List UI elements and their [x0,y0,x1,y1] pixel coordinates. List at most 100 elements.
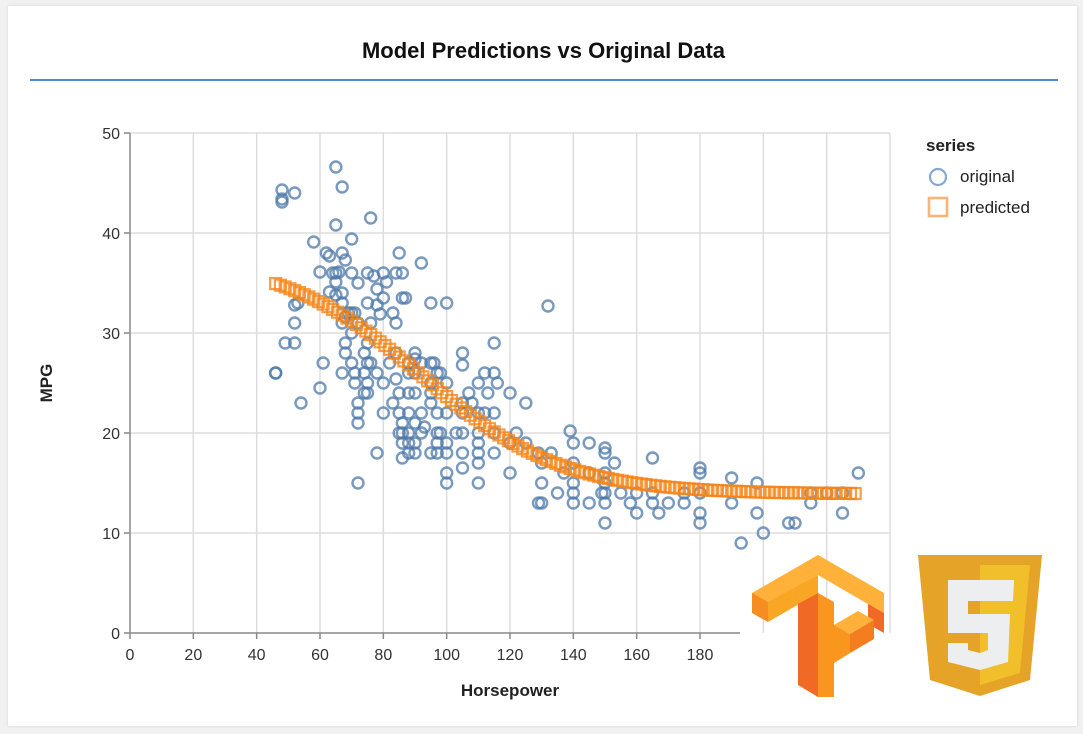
data-point-original [386,396,400,410]
data-point-original [598,441,612,455]
data-point-original [329,288,343,302]
data-point-original [677,496,691,510]
data-point-original [534,476,549,490]
predicted-series [269,276,862,501]
data-point-original [370,446,384,460]
data-point-original [487,406,501,420]
data-point-original [360,386,375,400]
data-point-original [430,406,444,420]
data-point-original [582,496,596,510]
data-point-original [376,376,391,390]
y-tick-label: 50 [102,126,120,143]
x-tick-label: 0 [126,647,135,664]
data-point-original [614,486,628,500]
data-point-original [424,296,438,310]
data-point-original [433,426,448,440]
data-point-original [645,496,660,510]
data-point-original [519,396,533,410]
data-point-original [750,506,764,520]
data-point-original [541,299,555,313]
data-point-original [344,232,359,246]
x-tick-label: 140 [560,647,587,664]
data-point-original [338,253,353,267]
data-point-original [503,386,517,400]
data-point-original [455,346,470,360]
data-point-original [332,265,346,279]
axes: 0 20 40 60 80 100 120 140 160 180 0 10 20 30 40 50 [102,126,740,664]
legend: series original predicted [926,136,1030,218]
data-point-original [363,211,378,225]
x-tick-label: 60 [311,647,329,664]
data-point-original [439,436,454,450]
data-point-original [734,536,748,550]
data-point-original [278,336,292,350]
data-point-original [455,461,470,475]
data-point-original [439,296,454,310]
y-tick-label: 20 [102,426,120,443]
data-point-original [306,235,321,249]
data-point-original [408,446,422,460]
data-point-original [756,526,771,540]
data-point-original [487,446,501,460]
data-point-original [598,516,612,530]
data-point-original [693,516,707,530]
data-point-original [534,496,549,510]
data-point-original [490,376,505,390]
data-point-original [550,486,565,500]
data-point-original [389,266,403,280]
data-point-original [344,266,359,280]
data-point-original [335,286,349,300]
chart-title: Model Predictions vs Original Data [361,38,726,63]
tensorflow-logo [752,555,884,697]
data-point-original [316,356,330,370]
data-point-original [376,406,391,420]
data-point-original [424,446,438,460]
data-point-original [471,476,486,490]
data-point-original [566,436,581,450]
data-point-original [582,436,596,450]
data-point-original [661,496,676,510]
data-point-original [275,195,289,209]
data-point-original [414,406,429,420]
data-point-original [781,516,796,530]
data-point-original [379,275,394,289]
y-tick-label: 40 [102,226,120,243]
x-axis-label: Horsepower [461,681,560,700]
data-point-original [693,461,707,475]
legend-label-original: original [960,167,1015,186]
data-point-original [455,358,470,372]
data-point-original [389,316,403,330]
data-point-original [724,471,739,485]
data-point-original [652,506,666,520]
legend-circle-icon [928,167,948,187]
data-point-original [376,291,391,305]
y-tick-label: 30 [102,326,120,343]
data-point-original [373,307,387,321]
javascript-shield-logo [918,555,1042,696]
data-point-original [487,336,501,350]
data-point-original [788,516,802,530]
x-tick-label: 20 [184,647,202,664]
data-point-original [455,446,470,460]
data-point-original [389,372,403,386]
data-point-original [471,456,486,470]
x-tick-label: 80 [374,647,392,664]
data-point-original [294,396,308,410]
data-point-original [424,396,438,410]
x-tick-label: 120 [497,647,524,664]
data-point-original [392,246,406,260]
data-point-original [566,496,581,510]
data-point-original [398,291,413,305]
data-point-original [645,451,660,465]
data-point-original [363,356,378,370]
data-point-original [348,366,362,380]
data-point-original [835,506,850,520]
data-point-original [370,366,384,380]
data-point-original [851,466,866,480]
data-point-original [329,218,343,232]
data-point-original [623,496,638,510]
data-point-original [329,160,343,174]
data-point-original [351,396,365,410]
x-tick-label: 160 [623,647,650,664]
